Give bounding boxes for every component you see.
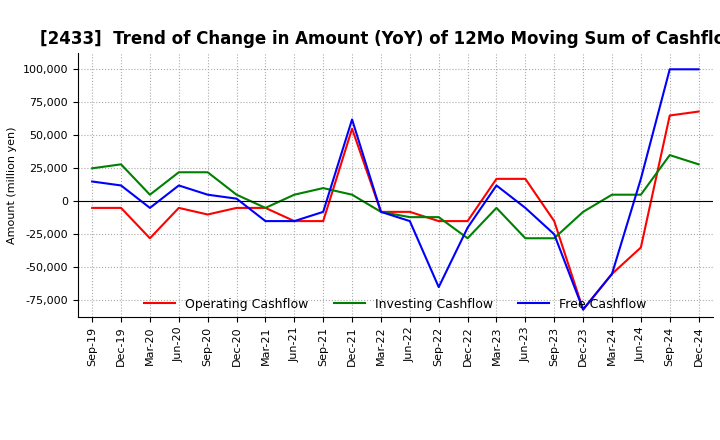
Operating Cashflow [290, 218, 299, 224]
Investing Cashflow [694, 161, 703, 167]
Investing Cashflow [521, 235, 530, 241]
Operating Cashflow [608, 271, 616, 276]
Y-axis label: Amount (million yen): Amount (million yen) [7, 126, 17, 244]
Operating Cashflow [88, 205, 96, 210]
Free Cashflow [405, 218, 414, 224]
Investing Cashflow [88, 165, 96, 171]
Investing Cashflow [233, 192, 241, 197]
Free Cashflow [233, 196, 241, 201]
Operating Cashflow [694, 109, 703, 114]
Operating Cashflow [579, 307, 588, 312]
Operating Cashflow [348, 126, 356, 131]
Operating Cashflow [405, 209, 414, 214]
Free Cashflow [174, 183, 183, 188]
Operating Cashflow [434, 218, 443, 224]
Title: [2433]  Trend of Change in Amount (YoY) of 12Mo Moving Sum of Cashflows: [2433] Trend of Change in Amount (YoY) o… [40, 30, 720, 48]
Operating Cashflow [492, 176, 501, 181]
Free Cashflow [117, 183, 125, 188]
Free Cashflow [290, 218, 299, 224]
Operating Cashflow [261, 205, 270, 210]
Investing Cashflow [665, 152, 674, 158]
Operating Cashflow [550, 218, 559, 224]
Free Cashflow [550, 231, 559, 237]
Line: Operating Cashflow: Operating Cashflow [92, 111, 698, 310]
Operating Cashflow [377, 209, 385, 214]
Investing Cashflow [608, 192, 616, 197]
Investing Cashflow [319, 186, 328, 191]
Free Cashflow [492, 183, 501, 188]
Operating Cashflow [145, 235, 154, 241]
Free Cashflow [319, 209, 328, 214]
Free Cashflow [377, 209, 385, 214]
Investing Cashflow [145, 192, 154, 197]
Free Cashflow [145, 205, 154, 210]
Investing Cashflow [405, 214, 414, 220]
Free Cashflow [636, 176, 645, 181]
Free Cashflow [694, 66, 703, 72]
Investing Cashflow [348, 192, 356, 197]
Investing Cashflow [492, 205, 501, 210]
Operating Cashflow [174, 205, 183, 210]
Operating Cashflow [203, 212, 212, 217]
Investing Cashflow [579, 209, 588, 214]
Free Cashflow [521, 205, 530, 210]
Investing Cashflow [261, 205, 270, 210]
Operating Cashflow [233, 205, 241, 210]
Free Cashflow [261, 218, 270, 224]
Free Cashflow [434, 284, 443, 290]
Investing Cashflow [203, 169, 212, 175]
Free Cashflow [203, 192, 212, 197]
Operating Cashflow [521, 176, 530, 181]
Free Cashflow [348, 117, 356, 122]
Line: Investing Cashflow: Investing Cashflow [92, 155, 698, 238]
Investing Cashflow [463, 235, 472, 241]
Line: Free Cashflow: Free Cashflow [92, 69, 698, 310]
Investing Cashflow [636, 192, 645, 197]
Investing Cashflow [377, 209, 385, 214]
Investing Cashflow [550, 235, 559, 241]
Free Cashflow [608, 271, 616, 276]
Free Cashflow [88, 179, 96, 184]
Legend: Operating Cashflow, Investing Cashflow, Free Cashflow: Operating Cashflow, Investing Cashflow, … [139, 293, 652, 316]
Operating Cashflow [665, 113, 674, 118]
Investing Cashflow [434, 214, 443, 220]
Operating Cashflow [636, 245, 645, 250]
Operating Cashflow [463, 218, 472, 224]
Free Cashflow [665, 66, 674, 72]
Free Cashflow [463, 225, 472, 231]
Investing Cashflow [174, 169, 183, 175]
Free Cashflow [579, 307, 588, 312]
Operating Cashflow [117, 205, 125, 210]
Investing Cashflow [290, 192, 299, 197]
Operating Cashflow [319, 218, 328, 224]
Investing Cashflow [117, 161, 125, 167]
